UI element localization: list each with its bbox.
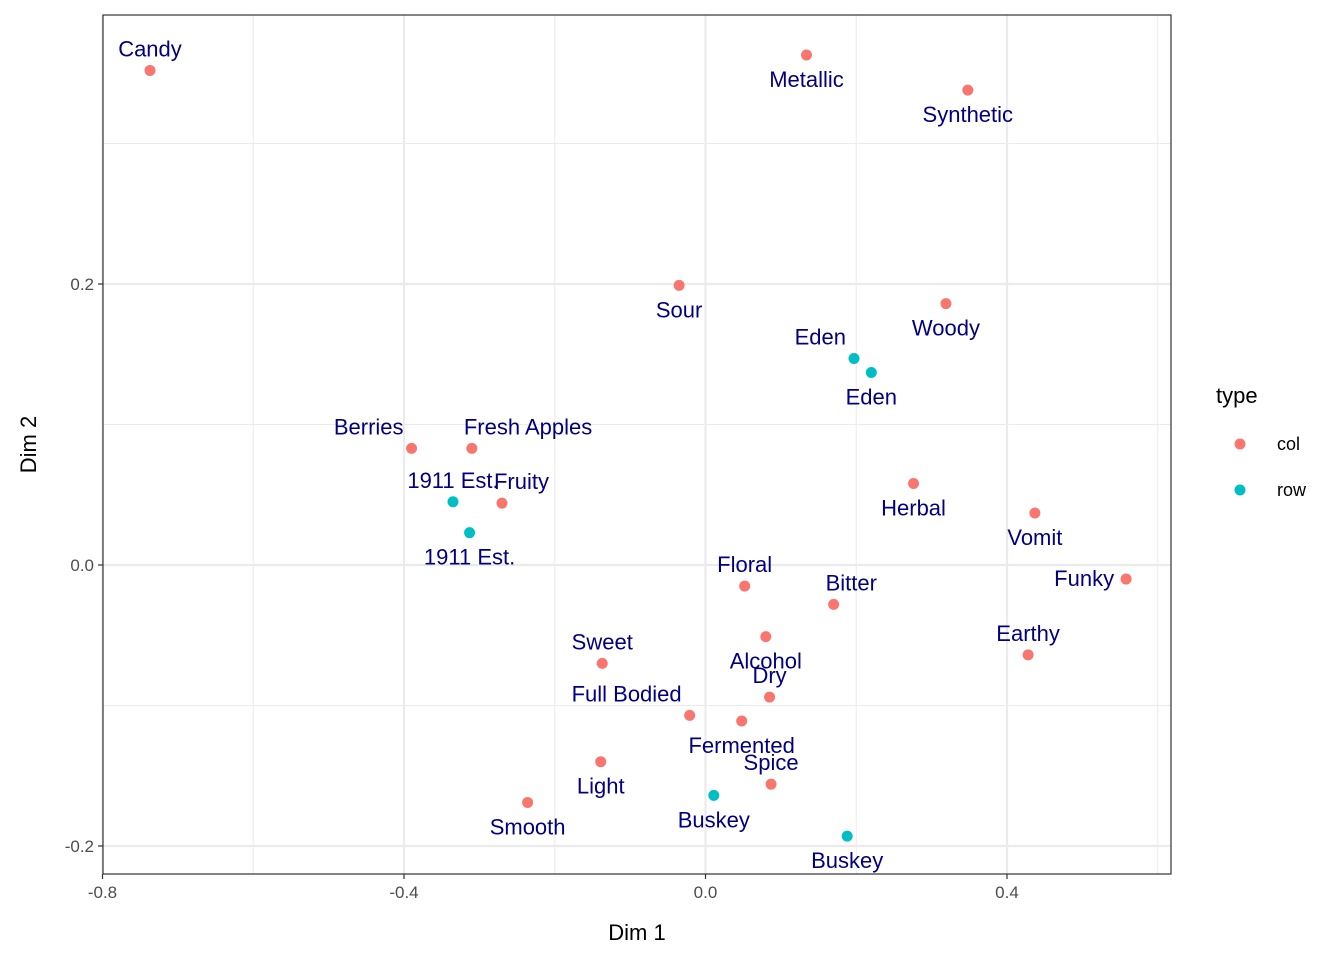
data-point-row	[865, 367, 877, 379]
point-label: Light	[577, 774, 625, 799]
legend: type col row	[1216, 383, 1307, 500]
point-label: Buskey	[678, 807, 750, 832]
data-point-col	[522, 796, 534, 808]
x-tick-label: 0.4	[995, 883, 1019, 902]
data-point-row	[464, 527, 476, 539]
x-tick-label: -0.8	[88, 883, 117, 902]
point-label: Buskey	[811, 848, 883, 873]
legend-label-row: row	[1277, 480, 1307, 500]
data-point-col	[496, 497, 508, 509]
legend-key-row	[1234, 484, 1246, 496]
data-point-col	[764, 691, 776, 703]
data-point-col	[760, 631, 772, 643]
data-point-col	[596, 657, 608, 669]
data-point-col	[1029, 507, 1041, 519]
data-point-col	[595, 756, 607, 768]
x-axis-title: Dim 1	[608, 920, 665, 945]
data-point-col	[962, 84, 974, 96]
point-label: Fermented	[688, 733, 794, 758]
data-point-col	[736, 715, 748, 727]
x-tick-label: 0.0	[694, 883, 718, 902]
point-label: 1911 Est.	[424, 545, 515, 570]
data-point-col	[765, 778, 777, 790]
point-label: Woody	[912, 316, 980, 341]
y-tick-label: -0.2	[65, 837, 94, 856]
data-point-col	[466, 442, 478, 454]
data-point-col	[801, 49, 813, 61]
y-axis: -0.2 0.0 0.2	[65, 275, 103, 856]
data-point-row	[708, 789, 720, 801]
data-point-col	[406, 442, 418, 454]
plot-panel-border	[102, 14, 1172, 875]
data-point-col	[1120, 573, 1132, 585]
x-tick-label: -0.4	[389, 883, 418, 902]
point-label: Fresh Apples	[464, 414, 592, 439]
data-point-col	[673, 279, 685, 291]
data-point-col	[940, 298, 952, 310]
point-label: Dry	[752, 663, 786, 688]
point-label: Herbal	[881, 496, 946, 521]
point-label: Earthy	[996, 621, 1060, 646]
point-label: Fruity	[494, 469, 549, 494]
data-point-row	[848, 352, 860, 364]
data-point-col	[908, 478, 920, 490]
point-label: Sweet	[572, 629, 633, 654]
data-point-col	[828, 598, 840, 610]
data-point-row	[841, 830, 853, 842]
point-label: Sour	[656, 297, 702, 322]
point-label: 1911 Est.	[407, 468, 498, 493]
point-labels: Candy Metallic Synthetic Sour Woody Berries Fr…	[118, 36, 1114, 873]
data-points	[144, 49, 1132, 842]
legend-key-col	[1234, 438, 1246, 450]
point-label: Vomit	[1007, 525, 1062, 550]
minor-gridlines	[103, 15, 1171, 874]
data-point-col	[739, 580, 751, 592]
legend-title: type	[1216, 383, 1258, 408]
y-tick-label: 0.2	[70, 275, 94, 294]
point-label: Alcohol	[730, 649, 802, 674]
point-label: Metallic	[769, 67, 844, 92]
point-label: Candy	[118, 36, 182, 61]
point-label: Eden	[846, 385, 897, 410]
point-label: Funky	[1054, 566, 1114, 591]
x-axis: -0.8 -0.4 0.0 0.4	[88, 874, 1019, 902]
point-label: Synthetic	[923, 102, 1014, 127]
point-label: Smooth	[490, 814, 566, 839]
legend-label-col: col	[1277, 434, 1300, 454]
data-point-col	[684, 709, 696, 721]
point-label: Eden	[795, 324, 846, 349]
point-label: Spice	[744, 750, 799, 775]
data-point-col	[1022, 649, 1034, 661]
y-axis-title: Dim 2	[16, 416, 41, 473]
point-label: Bitter	[826, 570, 877, 595]
data-point-row	[447, 496, 459, 508]
y-tick-label: 0.0	[70, 556, 94, 575]
point-label: Floral	[717, 552, 772, 577]
point-label: Berries	[334, 414, 404, 439]
point-label: Full Bodied	[572, 681, 682, 706]
data-point-col	[144, 64, 156, 76]
